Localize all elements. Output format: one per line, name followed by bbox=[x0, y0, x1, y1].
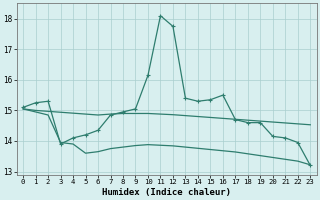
X-axis label: Humidex (Indice chaleur): Humidex (Indice chaleur) bbox=[102, 188, 231, 197]
